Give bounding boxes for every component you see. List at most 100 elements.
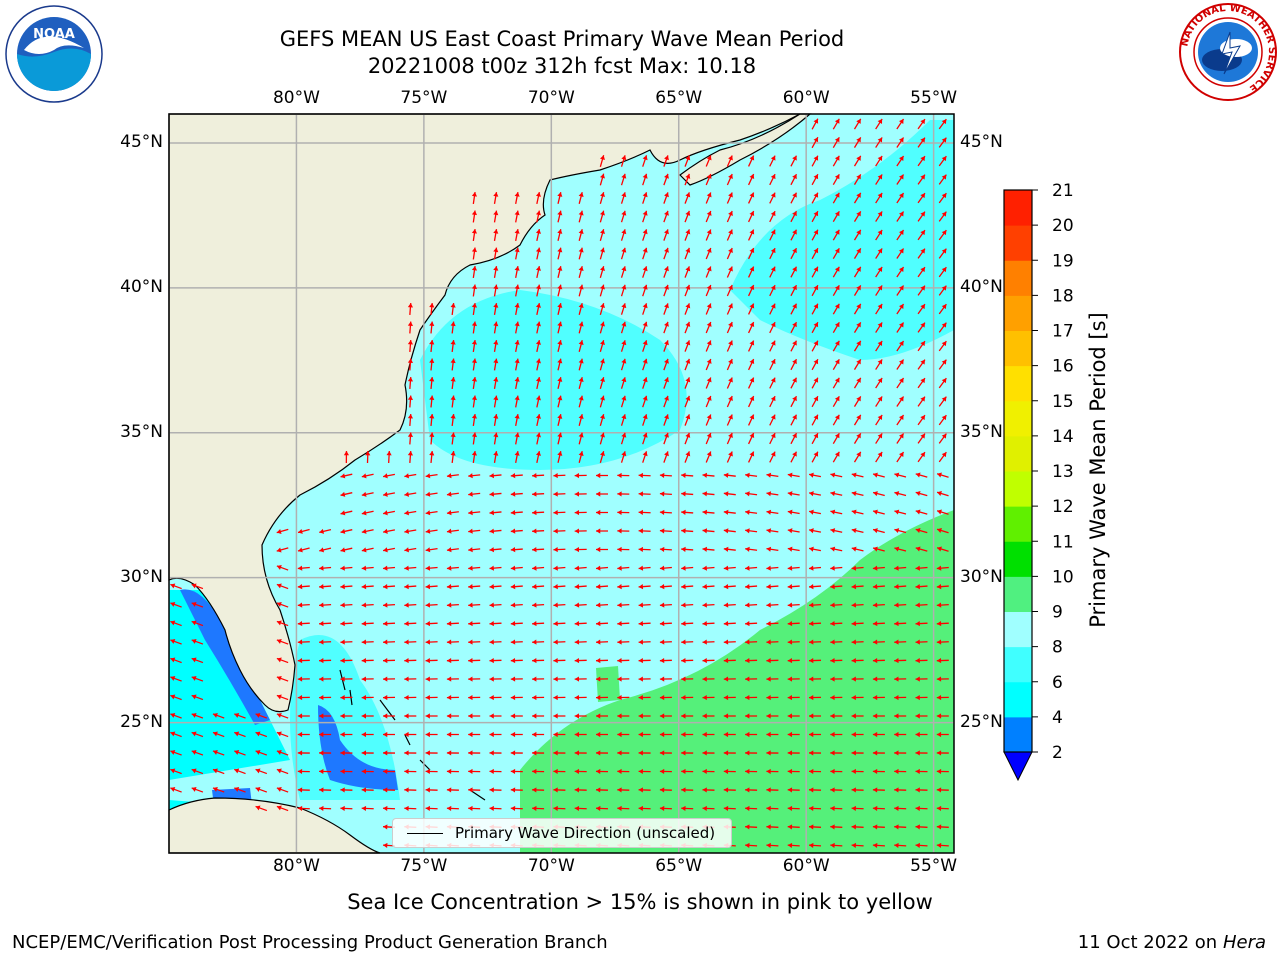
credit-date-text: 11 Oct 2022 on (1077, 932, 1218, 953)
wave-direction-arrow (468, 787, 481, 793)
wave-direction-arrow (297, 787, 310, 793)
wave-direction-arrow (638, 768, 651, 775)
wave-direction-arrow (471, 210, 477, 223)
wave-direction-arrow (747, 284, 755, 297)
wave-direction-arrow (769, 192, 776, 204)
wave-direction-arrow (681, 491, 694, 497)
wave-direction-arrow (557, 340, 563, 352)
wave-direction-arrow (894, 565, 907, 571)
wave-direction-arrow (808, 546, 822, 552)
wave-direction-arrow (872, 509, 885, 515)
wave-direction-arrow (745, 528, 758, 534)
wave-direction-arrow (745, 842, 758, 848)
wave-direction-arrow (915, 713, 928, 719)
wave-direction-arrow (938, 118, 947, 130)
wave-direction-arrow (297, 657, 310, 664)
wave-direction-arrow (705, 377, 712, 389)
wave-direction-arrow (407, 450, 414, 464)
wave-direction-arrow (915, 768, 928, 775)
wave-direction-arrow (684, 358, 691, 371)
wave-direction-arrow (875, 137, 883, 148)
wave-direction-arrow (702, 546, 715, 552)
wave-direction-arrow (663, 192, 669, 204)
wave-direction-arrow (170, 675, 182, 682)
wave-direction-arrow (766, 731, 779, 738)
wave-direction-arrow (510, 805, 523, 812)
wave-direction-arrow (851, 805, 864, 812)
wave-direction-arrow (851, 750, 864, 756)
lat-tick-label-right: 35°N (960, 421, 1003, 442)
wave-direction-arrow (830, 639, 843, 645)
wave-direction-arrow (617, 805, 630, 812)
wave-direction-arrow (514, 228, 520, 242)
wave-direction-arrow (790, 266, 798, 278)
wave-direction-arrow (386, 450, 392, 464)
wave-direction-arrow (297, 584, 310, 590)
wave-direction-arrow (212, 786, 225, 793)
wave-direction-arrow (663, 377, 669, 389)
wave-direction-arrow (936, 491, 949, 497)
period-region-2-4s-bahamas (318, 705, 398, 790)
wave-direction-arrow (404, 750, 417, 756)
wave-direction-arrow (557, 266, 563, 278)
wave-direction-arrow (830, 787, 843, 793)
wave-direction-arrow (787, 584, 800, 590)
wave-direction-arrow (553, 546, 566, 553)
wave-direction-arrow (297, 565, 310, 571)
wave-direction-arrow (663, 303, 669, 315)
wave-direction-arrow (595, 528, 609, 534)
wave-direction-arrow (745, 565, 758, 571)
wave-direction-arrow (255, 768, 268, 775)
wave-direction-arrow (212, 749, 225, 756)
wave-direction-arrow (489, 584, 502, 590)
wave-direction-arrow (532, 528, 545, 534)
wave-direction-arrow (638, 805, 651, 812)
wave-direction-arrow (489, 768, 502, 775)
wave-direction-arrow (896, 322, 905, 333)
wave-direction-arrow (340, 657, 353, 664)
wave-direction-arrow (446, 768, 459, 775)
wave-direction-arrow (894, 713, 907, 719)
wave-direction-arrow (723, 713, 736, 719)
wave-direction-arrow (343, 450, 349, 464)
wave-direction-arrow (468, 639, 481, 645)
wave-direction-arrow (853, 340, 862, 352)
wave-direction-arrow (769, 303, 776, 315)
wave-direction-arrow (705, 321, 712, 334)
wave-direction-arrow (705, 432, 712, 445)
wave-direction-arrow (915, 694, 928, 701)
wave-direction-arrow (915, 621, 928, 627)
wave-direction-arrow (745, 768, 758, 775)
wave-direction-arrow (832, 266, 840, 278)
wave-direction-arrow (642, 192, 648, 204)
wave-direction-arrow (811, 451, 819, 463)
wave-direction-arrow (769, 210, 776, 223)
wave-direction-arrow (404, 621, 417, 627)
wave-direction-arrow (404, 639, 417, 645)
wave-direction-arrow (853, 285, 862, 296)
wave-direction-arrow (382, 473, 396, 479)
wave-direction-arrow (553, 565, 566, 571)
wave-direction-arrow (811, 173, 819, 186)
wave-direction-arrow (468, 805, 481, 812)
wave-direction-arrow (745, 509, 758, 515)
wave-direction-arrow (382, 621, 396, 627)
wave-direction-arrow (514, 395, 520, 408)
wave-direction-arrow (875, 396, 883, 407)
wave-direction-arrow (319, 805, 332, 812)
wave-direction-arrow (681, 509, 694, 515)
wave-direction-arrow (578, 377, 584, 389)
wave-direction-arrow (787, 472, 800, 478)
wave-direction-arrow (425, 713, 438, 719)
wave-direction-arrow (595, 639, 609, 645)
wave-direction-arrow (595, 713, 609, 719)
map-title-line1: GEFS MEAN US East Coast Primary Wave Mea… (279, 27, 845, 51)
wave-direction-arrow (489, 787, 502, 793)
lon-tick-label-bottom: 55°W (910, 856, 958, 876)
wave-direction-arrow (553, 602, 566, 608)
wave-direction-arrow (894, 787, 907, 793)
wave-direction-arrow (535, 413, 541, 427)
wave-direction-arrow (808, 750, 822, 756)
wave-direction-arrow (382, 787, 396, 793)
wave-direction-arrow (429, 413, 435, 427)
